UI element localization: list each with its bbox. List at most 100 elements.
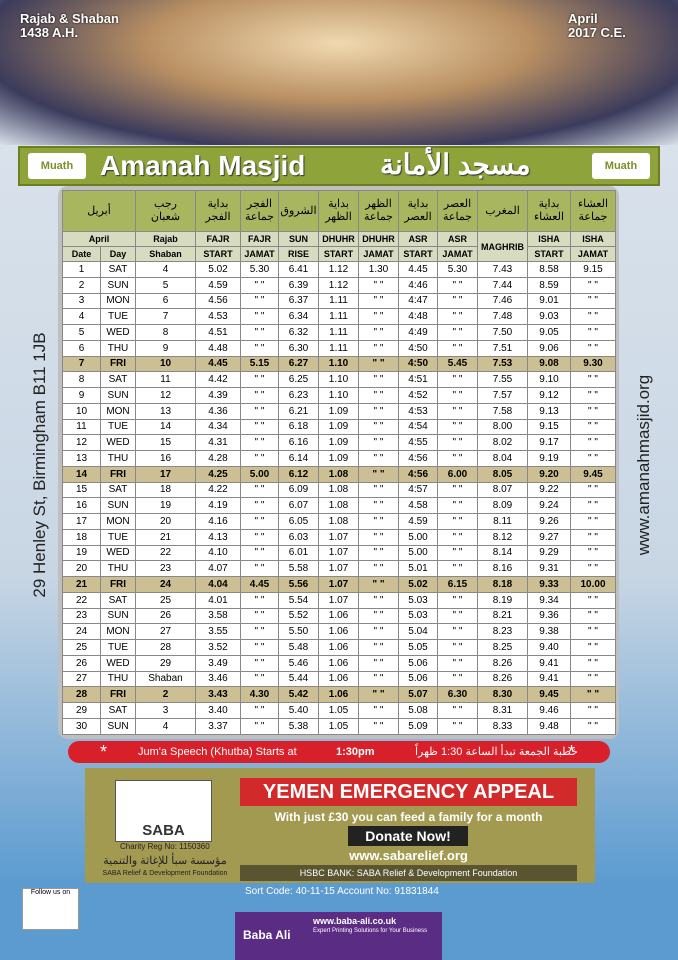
cell: 5.00: [240, 465, 279, 483]
cell: " ": [437, 528, 478, 546]
cell: " ": [358, 481, 399, 499]
cell: " ": [437, 481, 478, 499]
greg-year: 2017 C.E.: [568, 25, 626, 40]
day-row: 21 FRI 24 4.04 4.45 5.56 1.07 " " 5.02 6.15 8.18 9.…: [62, 576, 616, 593]
cell: " ": [570, 654, 616, 672]
day-row: 27 THU Shaban 3.46 " " 5.44 1.06 " " 5.06 " " 8.26…: [62, 670, 616, 688]
cell: 3.37: [195, 717, 241, 735]
cell: " ": [570, 450, 616, 467]
cell: THU: [100, 339, 136, 357]
day-row: 9 SUN 12 4.39 " " 6.23 1.10 " " 4:52 " " 7.57 9.12 "…: [62, 387, 616, 404]
cell: " ": [570, 481, 616, 499]
cell: SAT: [100, 481, 136, 499]
cell: 22: [135, 544, 196, 562]
cell: 4.36: [195, 402, 241, 420]
cell: " ": [437, 670, 478, 688]
cell: FRI: [100, 465, 136, 483]
cell: 10.00: [570, 576, 616, 593]
cell: 5.56: [278, 576, 319, 593]
day-row: 30 SUN 4 3.37 " " 5.38 1.05 " " 5.09 " " 8.33 9.48 "…: [62, 717, 616, 735]
arabic-header-line: شعبان: [150, 211, 181, 223]
cell: " ": [570, 607, 616, 625]
cell: " ": [358, 702, 399, 719]
cell: 4.42: [195, 371, 241, 388]
cell: 4:53: [398, 402, 438, 420]
day-row: 5 WED 8 4.51 " " 6.32 1.11 " " 4:49 " " 7.50 9.05 " …: [62, 324, 616, 341]
cell: " ": [358, 497, 399, 514]
cell: 8.30: [477, 686, 528, 703]
cell: 8.11: [477, 513, 528, 530]
greg-month: April: [568, 11, 598, 26]
cell: " ": [358, 308, 399, 325]
cell: 6.14: [278, 450, 319, 467]
cell: 7.53: [477, 355, 528, 373]
arabic-header-line: جماعة: [443, 211, 472, 223]
arabic-header-line: العصر: [443, 198, 472, 210]
cell: 25: [135, 591, 196, 609]
header-cell: ASR: [437, 231, 478, 247]
cell: " ": [240, 387, 279, 404]
cell: 1.06: [318, 686, 359, 703]
arabic-header-line: جماعة: [578, 211, 608, 223]
cell: 11: [135, 371, 196, 388]
cell: 6.15: [437, 576, 478, 593]
star: *: [100, 742, 108, 762]
cell: 4: [135, 261, 196, 278]
cell: FRI: [100, 686, 136, 703]
cell: 6.16: [278, 434, 319, 451]
header-cell: Day: [100, 246, 136, 262]
cell: 4.53: [195, 308, 241, 325]
cell: " ": [240, 717, 279, 735]
cell: 4:54: [398, 418, 438, 436]
cell: " ": [570, 591, 616, 609]
cell: 25: [62, 639, 101, 656]
arabic-header-line: المغرب: [485, 204, 520, 217]
address: 29 Henley St, Birmingham B11 1JB: [30, 332, 49, 598]
header-cell: JAMAT: [437, 246, 478, 262]
star: *: [568, 742, 576, 762]
cell: 6.32: [278, 324, 319, 341]
ad-url[interactable]: www.sabarelief.org: [349, 848, 468, 863]
cell: 19: [62, 544, 101, 562]
cell: 3.46: [195, 670, 241, 688]
cell: " ": [437, 434, 478, 451]
cell: 8.31: [477, 702, 528, 719]
cell: " ": [358, 513, 399, 530]
cell: " ": [437, 702, 478, 719]
header-cell: START: [195, 246, 241, 262]
cell: 23: [135, 560, 196, 577]
cell: 4.13: [195, 528, 241, 546]
cell: 1.07: [318, 576, 359, 593]
appeal-title: YEMEN EMERGENCY APPEAL: [240, 778, 577, 806]
cell: 11: [62, 418, 101, 436]
cell: SUN: [100, 717, 136, 735]
account: Sort Code: 40-11-15 Account No: 91831844: [245, 886, 439, 897]
cell: 9.45: [527, 686, 571, 703]
header-cell: ISHA: [570, 231, 616, 247]
cell: 7.43: [477, 261, 528, 278]
cell: 9.15: [527, 418, 571, 436]
arabic-header-line: أبريل: [87, 204, 111, 217]
cell: 4:48: [398, 308, 438, 325]
cell: SAT: [100, 702, 136, 719]
printer-url[interactable]: www.baba-ali.co.uk: [313, 916, 397, 926]
cell: 4:56: [398, 465, 438, 483]
day-row: 8 SAT 11 4.42 " " 6.25 1.10 " " 4:51 " " 7.55 9.10 "…: [62, 371, 616, 388]
cell: THU: [100, 560, 136, 577]
cell: 8.18: [477, 576, 528, 593]
jumah-time: 1:30pm: [336, 746, 375, 758]
cell: " ": [240, 371, 279, 388]
arabic-header: المغرب: [477, 190, 528, 232]
header-cell: MAGHRIB: [477, 231, 528, 262]
arabic-header-line: العصر: [404, 211, 432, 223]
cell: " ": [570, 670, 616, 688]
cell: " ": [358, 560, 399, 577]
cell: 4.51: [195, 324, 241, 341]
cell: SAT: [100, 261, 136, 278]
cell: 1.09: [318, 418, 359, 436]
cell: 1.05: [318, 702, 359, 719]
day-row: 10 MON 13 4.36 " " 6.21 1.09 " " 4:53 " " 7.58 9.13…: [62, 402, 616, 420]
header-cell: START: [398, 246, 438, 262]
donate-button[interactable]: Donate Now!: [348, 826, 468, 846]
title-ar: مسجد الأمانة: [380, 149, 531, 180]
